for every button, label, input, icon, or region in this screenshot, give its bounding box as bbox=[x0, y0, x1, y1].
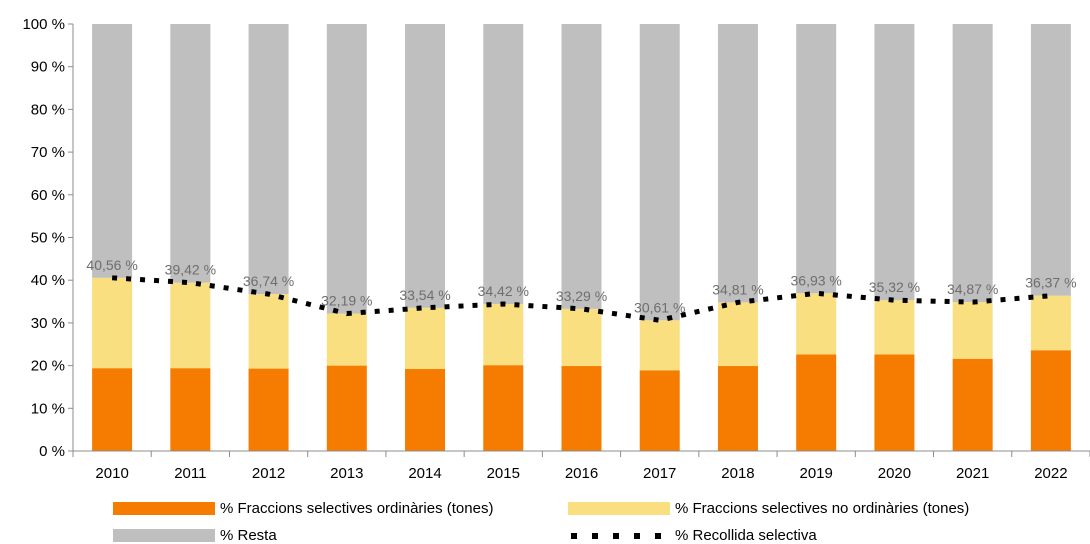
y-tick-label: 50 % bbox=[31, 230, 65, 247]
bar-no-ordinaries-2017 bbox=[639, 320, 680, 371]
bar-ordinaries-2013 bbox=[326, 365, 367, 451]
x-tick-label: 2017 bbox=[643, 465, 676, 482]
legend-label-ordinaries: % Fraccions selectives ordinàries (tones… bbox=[220, 500, 494, 517]
x-tick-label: 2018 bbox=[721, 465, 754, 482]
y-tick-label: 70 % bbox=[31, 144, 65, 161]
bar-resta-2016 bbox=[561, 24, 602, 309]
data-label-2012: 36,74 % bbox=[243, 273, 294, 289]
bar-resta-2019 bbox=[796, 24, 837, 294]
bar-no-ordinaries-2020 bbox=[874, 300, 915, 355]
recollida-selectiva-line bbox=[111, 275, 1052, 323]
x-tick-label: 2021 bbox=[956, 465, 989, 482]
bar-no-ordinaries-2014 bbox=[405, 307, 446, 370]
bar-no-ordinaries-2013 bbox=[326, 313, 367, 366]
data-label-2021: 34,87 % bbox=[947, 281, 998, 297]
recollida-line-group bbox=[111, 275, 1052, 323]
legend-dots-recollida bbox=[568, 529, 670, 542]
bar-no-ordinaries-2011 bbox=[170, 282, 211, 369]
bar-ordinaries-2019 bbox=[796, 354, 837, 451]
bar-resta-2017 bbox=[639, 24, 680, 321]
data-label-2018: 34,81 % bbox=[712, 281, 763, 297]
y-tick-label: 30 % bbox=[31, 315, 65, 332]
bar-no-ordinaries-2018 bbox=[717, 302, 758, 367]
data-label-2022: 36,37 % bbox=[1025, 275, 1076, 291]
bar-no-ordinaries-2019 bbox=[796, 293, 837, 355]
x-tick-label: 2016 bbox=[565, 465, 598, 482]
bar-resta-2011 bbox=[170, 24, 211, 283]
legend-item-recollida: % Recollida selectiva bbox=[568, 527, 817, 544]
bar-resta-2020 bbox=[874, 24, 915, 301]
x-tick-label: 2019 bbox=[800, 465, 833, 482]
legend-label-resta: % Resta bbox=[220, 527, 277, 544]
bar-resta-2014 bbox=[405, 24, 446, 308]
legend-item-ordinaries: % Fraccions selectives ordinàries (tones… bbox=[113, 500, 493, 517]
bar-ordinaries-2010 bbox=[92, 368, 133, 451]
bar-no-ordinaries-2015 bbox=[483, 304, 524, 366]
y-tick-label: 100 % bbox=[22, 16, 65, 33]
data-labels-group: 40,56 % 39,42 % 36,74 % 32,19 % 33,54 % 34,42… bbox=[86, 257, 1076, 315]
bar-no-ordinaries-2016 bbox=[561, 308, 602, 367]
x-tick-label: 2010 bbox=[95, 465, 128, 482]
data-label-2015: 34,42 % bbox=[478, 283, 529, 299]
bar-resta-2022 bbox=[1030, 24, 1071, 296]
legend-item-no-ordinaries: % Fraccions selectives no ordinàries (to… bbox=[568, 500, 969, 517]
bar-no-ordinaries-2010 bbox=[92, 277, 133, 369]
y-tick-label: 40 % bbox=[31, 272, 65, 289]
x-tick-label: 2022 bbox=[1034, 465, 1067, 482]
bar-no-ordinaries-2022 bbox=[1030, 295, 1071, 351]
bar-ordinaries-2012 bbox=[248, 368, 289, 451]
data-label-2017: 30,61 % bbox=[634, 299, 685, 315]
legend-label-recollida: % Recollida selectiva bbox=[675, 527, 817, 544]
bar-resta-2012 bbox=[248, 24, 289, 295]
x-tick-label: 2020 bbox=[878, 465, 911, 482]
data-label-2010: 40,56 % bbox=[86, 257, 137, 273]
bar-ordinaries-2017 bbox=[639, 370, 680, 451]
axes-group: 0 % 10 % 20 % 30 % 40 % 50 % 60 % 70 % 80 % 90 % 1… bbox=[22, 16, 1090, 482]
bar-no-ordinaries-2012 bbox=[248, 294, 289, 369]
y-tick-label: 20 % bbox=[31, 358, 65, 375]
bars-group bbox=[92, 24, 1071, 451]
x-tick-label: 2014 bbox=[408, 465, 441, 482]
legend-item-resta: % Resta bbox=[113, 527, 277, 544]
bar-ordinaries-2011 bbox=[170, 368, 211, 451]
x-tick-label: 2012 bbox=[252, 465, 285, 482]
bar-ordinaries-2021 bbox=[952, 358, 993, 451]
bar-ordinaries-2018 bbox=[717, 366, 758, 451]
y-tick-label: 80 % bbox=[31, 101, 65, 118]
x-tick-label: 2013 bbox=[330, 465, 363, 482]
bar-ordinaries-2014 bbox=[405, 369, 446, 451]
bar-ordinaries-2022 bbox=[1030, 350, 1071, 451]
data-label-2016: 33,29 % bbox=[556, 288, 607, 304]
data-label-2020: 35,32 % bbox=[869, 279, 920, 295]
bar-ordinaries-2020 bbox=[874, 354, 915, 451]
y-tick-label: 0 % bbox=[39, 443, 65, 460]
legend-swatch-ordinaries bbox=[113, 502, 215, 515]
data-label-2019: 36,93 % bbox=[791, 272, 842, 288]
y-tick-label: 60 % bbox=[31, 187, 65, 204]
bar-resta-2013 bbox=[326, 24, 367, 314]
x-tick-label: 2011 bbox=[174, 465, 206, 482]
bar-resta-2018 bbox=[717, 24, 758, 303]
data-label-2011: 39,42 % bbox=[165, 262, 216, 278]
data-label-2014: 33,54 % bbox=[399, 287, 450, 303]
legend-swatch-resta bbox=[113, 529, 215, 542]
bar-resta-2010 bbox=[92, 24, 133, 278]
data-label-2013: 32,19 % bbox=[321, 293, 372, 309]
bar-no-ordinaries-2021 bbox=[952, 302, 993, 359]
x-tick-label: 2015 bbox=[487, 465, 520, 482]
y-tick-label: 90 % bbox=[31, 59, 65, 76]
bar-ordinaries-2016 bbox=[561, 366, 602, 451]
bar-resta-2021 bbox=[952, 24, 993, 303]
legend-swatch-no-ordinaries bbox=[568, 502, 670, 515]
legend-label-no-ordinaries: % Fraccions selectives no ordinàries (to… bbox=[675, 500, 970, 517]
bar-resta-2015 bbox=[483, 24, 524, 305]
bar-ordinaries-2015 bbox=[483, 365, 524, 451]
y-tick-label: 10 % bbox=[31, 400, 65, 417]
